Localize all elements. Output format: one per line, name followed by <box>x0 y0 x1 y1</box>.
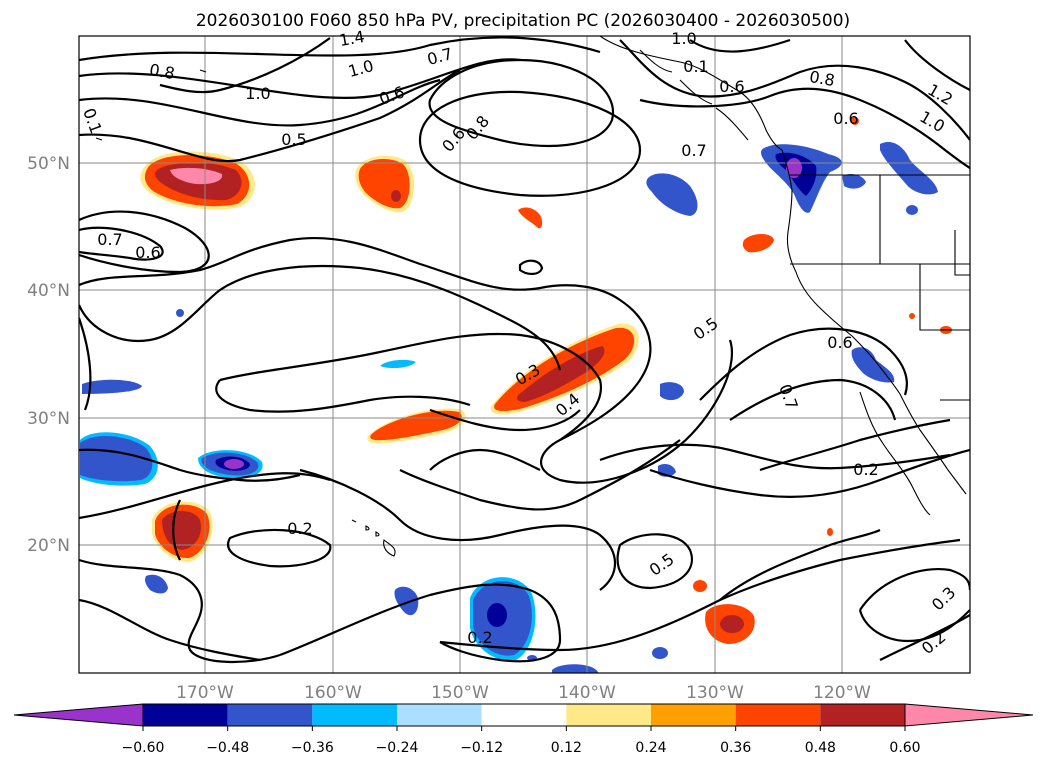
contour-label: 0.2 <box>853 460 878 479</box>
positive-precip-area-south-east <box>518 117 952 644</box>
colorbar-tick-label: −0.60 <box>122 740 165 756</box>
contour-label: 0.2 <box>467 628 492 647</box>
longitude-tick-labels: 170°W 160°W 150°W 140°W 130°W 120°W <box>176 683 871 703</box>
colorbar-segment <box>312 704 397 726</box>
map-background <box>79 36 970 673</box>
map-frame <box>78 35 971 674</box>
lon-tick-label: 140°W <box>558 683 616 703</box>
colorbar-segment <box>481 704 567 726</box>
colorbar-frame <box>142 703 906 727</box>
colorbar-segment <box>651 704 736 726</box>
colorbar-segment <box>397 704 482 726</box>
lon-tick-label: 170°W <box>176 683 234 703</box>
colorbar-tick-labels: −0.60 −0.48 −0.36 −0.24 −0.12 0.12 0.24 0.36 0.4… <box>122 726 921 756</box>
lat-tick-label: 50°N <box>27 154 70 174</box>
contour-label: 0.6 <box>827 333 852 352</box>
precipitation-shading <box>80 117 952 673</box>
colorbar-segment <box>227 704 313 726</box>
contour-label: 0.1 <box>683 57 708 76</box>
colorbar-tick-label: 0.48 <box>805 740 836 756</box>
colorbar-segment <box>820 704 905 726</box>
colorbar-tick-label: −0.24 <box>376 740 419 756</box>
positive-precip-area-central-band <box>367 323 639 444</box>
colorbar-tick-label: −0.36 <box>291 740 334 756</box>
colorbar-tick-label: 0.36 <box>720 740 751 756</box>
contour-label: 0.5 <box>281 130 306 149</box>
colorbar-tick-label: 0.12 <box>551 740 582 756</box>
colorbar-extend-max <box>904 703 1034 727</box>
colorbar <box>13 703 1034 727</box>
contour-label: 0.6 <box>833 109 858 128</box>
lon-tick-label: 130°W <box>686 683 744 703</box>
negative-precip-area-subtropical <box>145 359 419 616</box>
figure-title: 2026030100 F060 850 hPa PV, precipitatio… <box>196 11 850 31</box>
colorbar-segment <box>143 704 228 726</box>
lon-tick-label: 120°W <box>813 683 871 703</box>
contour-label: 1.4 <box>338 27 366 50</box>
graticule <box>79 36 970 673</box>
positive-precip-area-north-central <box>355 155 415 213</box>
colorbar-tick-label: 0.60 <box>889 740 920 756</box>
negative-precip-area-west <box>80 309 184 486</box>
lon-tick-label: 150°W <box>431 683 489 703</box>
colorbar-tick-label: −0.12 <box>460 740 503 756</box>
lat-tick-label: 30°N <box>27 409 70 429</box>
contour-label: 0.7 <box>97 230 122 249</box>
colorbar-extend-min <box>13 703 144 727</box>
contour-label: 0.7 <box>681 141 706 160</box>
map-panel <box>78 35 971 674</box>
contour-label: 1.0 <box>245 84 270 103</box>
latitude-tick-labels: 50°N 40°N 30°N 20°N <box>27 154 70 556</box>
colorbar-tick-label: 0.24 <box>635 740 666 756</box>
coastlines <box>95 36 970 557</box>
positive-precip-area-nw <box>140 151 255 210</box>
lat-tick-label: 40°N <box>27 281 70 301</box>
contour-label: 1.0 <box>671 29 696 48</box>
colorbar-segment <box>566 704 651 726</box>
contour-label: 0.6 <box>719 77 744 96</box>
contour-label: 0.6 <box>135 243 160 262</box>
colorbar-segment <box>735 704 821 726</box>
colorbar-tick-label: −0.48 <box>206 740 249 756</box>
lat-tick-label: 20°N <box>27 536 70 556</box>
negative-precip-area-northeast <box>646 141 938 383</box>
contour-label: 0.2 <box>287 519 312 538</box>
contour-label: 0.8 <box>808 67 836 90</box>
contour-label: 0.8 <box>148 60 176 83</box>
lon-tick-label: 160°W <box>304 683 362 703</box>
